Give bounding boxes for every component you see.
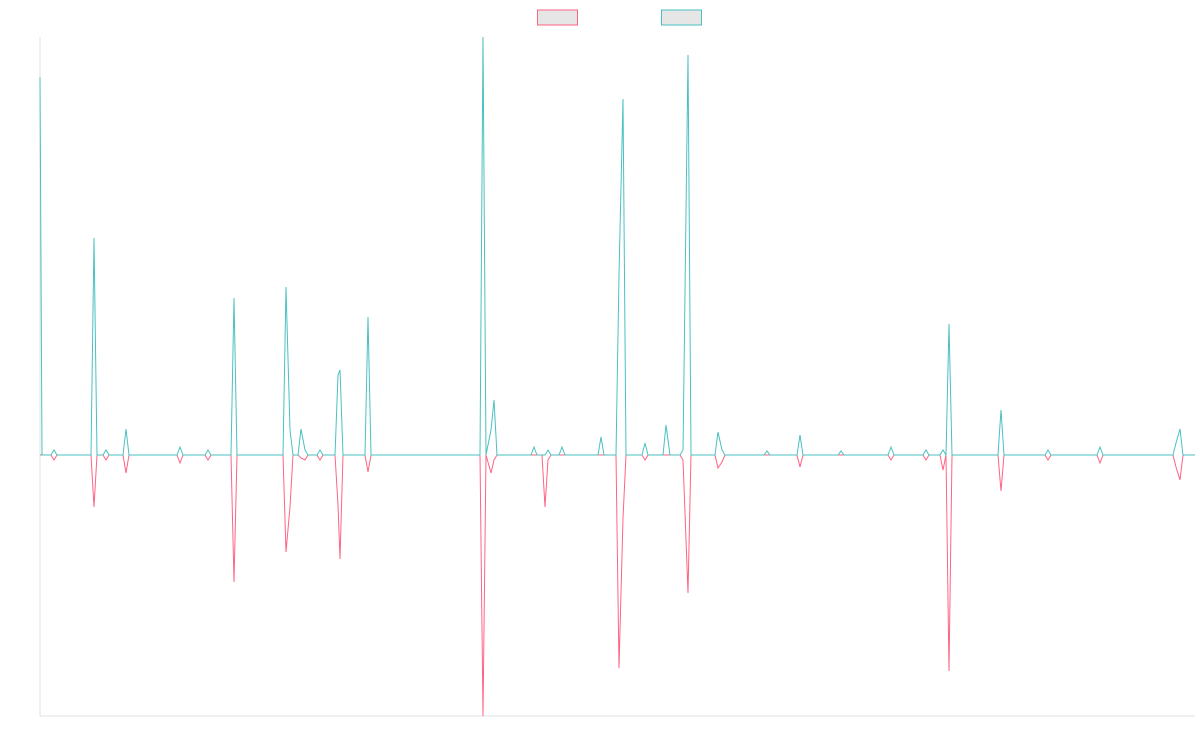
legend-swatch[interactable] <box>661 9 702 26</box>
series-line <box>39 36 1195 457</box>
series-line <box>40 454 1195 717</box>
legend-swatch[interactable] <box>537 9 578 26</box>
